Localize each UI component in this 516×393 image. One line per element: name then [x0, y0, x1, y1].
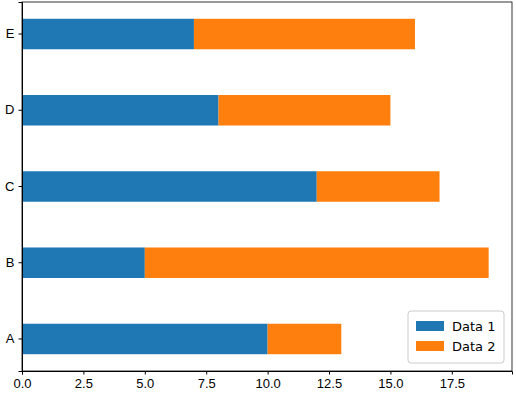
bar	[22, 247, 145, 277]
series	[145, 19, 489, 354]
bar	[22, 19, 194, 49]
y-tick-label: B	[6, 255, 15, 270]
x-tick-label: 12.5	[317, 376, 342, 391]
legend-label: Data 1	[452, 319, 495, 334]
x-tick-mark	[452, 371, 453, 375]
y-tick-mark	[19, 110, 23, 111]
bar	[218, 95, 390, 125]
x-tick-mark	[390, 371, 391, 375]
legend-box	[408, 311, 504, 363]
x-axis-line	[23, 372, 513, 375]
series	[22, 19, 317, 354]
x-tick-label: 15.0	[378, 376, 403, 391]
bar	[268, 324, 342, 354]
x-tick-mark	[206, 371, 207, 375]
legend-label: Data 2	[452, 339, 495, 354]
x-tick: 7.5	[198, 371, 216, 391]
x-tick-mark	[268, 371, 269, 375]
x-tick: 15.0	[378, 371, 403, 391]
x-tick-label: 0.0	[13, 376, 31, 391]
legend: Data 1 Data 2	[408, 311, 504, 363]
y-tick-label: D	[5, 102, 14, 117]
x-tick: 12.5	[317, 371, 342, 391]
y-tick-mark	[19, 186, 23, 187]
chart: 0.02.55.07.510.012.515.017.5ABCDEData 1D…	[0, 0, 516, 393]
y-tick-mark	[19, 34, 23, 35]
legend-entry: Data 1	[416, 319, 495, 334]
x-tick-label: 2.5	[75, 376, 93, 391]
x-axis: 0.0 2.5 5.0 7.5 10.0 12.5 15.0 17.5	[13, 371, 512, 391]
y-tick-mark	[19, 262, 23, 263]
y-tick: D	[5, 102, 22, 117]
x-tick: 10.0	[255, 371, 280, 391]
y-tick: E	[6, 26, 22, 41]
bar	[145, 247, 489, 277]
bar	[22, 324, 268, 354]
y-tick-label: C	[5, 179, 14, 194]
legend-entry: Data 2	[416, 339, 495, 354]
legend-swatch	[416, 321, 444, 331]
x-tick-label: 7.5	[198, 376, 216, 391]
x-tick-mark	[83, 371, 84, 375]
y-tick: B	[6, 255, 22, 270]
legend-swatch	[416, 341, 444, 351]
x-tick: 5.0	[136, 371, 154, 391]
bar	[317, 171, 440, 201]
plot: 0.02.55.07.510.012.515.017.5ABCDEData 1D…	[5, 2, 512, 391]
y-axis: A B C D E	[5, 3, 22, 372]
x-tick: 2.5	[75, 371, 93, 391]
y-tick-label: A	[6, 331, 15, 346]
y-tick-label: E	[6, 26, 15, 41]
x-tick-mark	[145, 371, 146, 375]
x-tick-mark	[329, 371, 330, 375]
x-tick-label: 5.0	[136, 376, 154, 391]
y-tick: C	[5, 179, 22, 194]
y-axis-line	[19, 3, 23, 372]
bars	[22, 19, 489, 354]
bar	[22, 95, 218, 125]
bar	[22, 171, 317, 201]
y-tick-mark	[19, 338, 23, 339]
bar	[194, 19, 415, 49]
x-tick: 17.5	[440, 371, 465, 391]
y-tick: A	[6, 331, 22, 346]
x-tick-label: 10.0	[255, 376, 280, 391]
x-tick-label: 17.5	[440, 376, 465, 391]
x-tick: 0.0	[13, 371, 31, 391]
plot-frame	[22, 2, 512, 371]
